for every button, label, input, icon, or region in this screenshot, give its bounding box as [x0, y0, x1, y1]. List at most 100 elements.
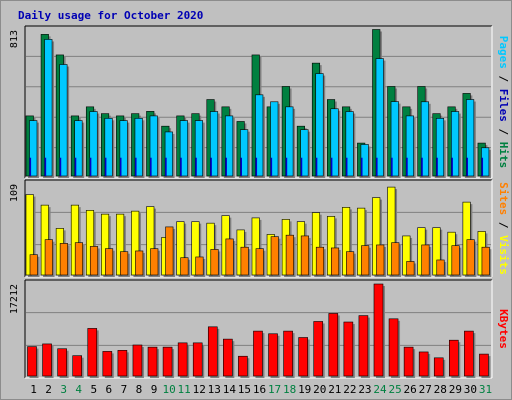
x-tick-label: 29 [449, 383, 462, 396]
kbytes-bar [298, 337, 308, 377]
sites-bar [376, 244, 385, 276]
panel-visits-sites: 109 Sites / Visits [9, 179, 510, 278]
kbytes-bar [418, 351, 429, 377]
pages-bar [481, 157, 484, 176]
files-bar [240, 129, 249, 177]
kbytes-bar [328, 313, 339, 377]
kbytes-bar [253, 330, 263, 377]
kbytes-bar [313, 321, 324, 377]
sites-bar [240, 246, 249, 276]
pages-bar [195, 157, 197, 176]
sites-bar [59, 243, 68, 276]
kbytes-bar [117, 350, 128, 377]
files-bar [59, 64, 68, 177]
x-tick-label: 1 [30, 383, 37, 396]
files-bar [405, 115, 414, 177]
sites-bar [315, 246, 325, 276]
sites-bar [436, 259, 445, 276]
files-bar [119, 120, 128, 177]
sites-bar [74, 242, 83, 276]
pages-bar [285, 157, 288, 176]
files-bar [179, 120, 188, 177]
pages-bar [270, 157, 273, 176]
kbytes-bar [147, 346, 158, 377]
kbytes-bar [72, 355, 82, 377]
kbytes-bar [192, 342, 203, 377]
pages-bar [59, 157, 62, 176]
kbytes-bar [464, 330, 474, 377]
x-tick-label: 8 [136, 383, 143, 396]
pages-bar [466, 157, 468, 176]
panel-hits-files-pages: 813 Pages / Files / Hits [9, 25, 510, 179]
files-bar [420, 101, 429, 177]
panel-kbytes: 17212 KBytes [9, 279, 510, 379]
chart-title: Daily usage for October 2020 [18, 9, 203, 22]
files-bar [104, 118, 113, 177]
pages-bar [165, 157, 167, 176]
y-max-label-kbytes: 17212 [9, 284, 20, 314]
x-tick-label: 5 [90, 383, 97, 396]
sites-bar [300, 235, 309, 276]
pages-bar [134, 157, 137, 176]
kbytes-bar [433, 357, 444, 377]
files-bar [300, 129, 309, 177]
legend-pages-files-hits-part: Files [497, 89, 510, 122]
sites-bar [346, 251, 355, 276]
kbytes-bar [268, 333, 278, 377]
x-tick-label: 28 [434, 383, 447, 396]
pages-bar [74, 157, 77, 176]
legend-sites-visits: Sites / Visits [497, 182, 510, 275]
sites-bar [44, 239, 53, 276]
sites-bar [466, 239, 475, 276]
sites-bar [225, 238, 234, 276]
legend-sites-visits-part: Sites [497, 182, 510, 215]
legend-pages-files-hits: Pages / Files / Hits [497, 36, 510, 169]
sites-bar [89, 246, 99, 276]
pages-bar [29, 157, 32, 176]
sites-bar [270, 236, 279, 276]
pages-bar [240, 157, 243, 176]
legend-kbytes: KBytes [497, 309, 510, 349]
legend-kbytes-part: KBytes [497, 309, 510, 349]
x-tick-label: 17 [268, 383, 281, 396]
kbytes-bar [87, 328, 98, 377]
pages-bar [436, 157, 438, 176]
pages-bar [89, 157, 92, 176]
sites-bar [120, 251, 129, 276]
kbytes-bar [479, 353, 489, 377]
x-tick-label: 13 [208, 383, 221, 396]
sites-bar [330, 247, 340, 276]
files-bar [285, 106, 294, 177]
files-bar [29, 120, 38, 177]
sites-bar [210, 249, 219, 276]
pages-bar [360, 157, 363, 176]
files-bar [390, 101, 399, 177]
y-max-label-hits: 813 [9, 30, 20, 48]
pages-bar [150, 157, 152, 176]
x-tick-label: 20 [313, 383, 326, 396]
files-bar [451, 111, 460, 177]
sites-bar [406, 261, 415, 276]
pages-bar [119, 157, 122, 176]
sites-bar [105, 248, 114, 276]
kbytes-bar [102, 351, 113, 377]
x-tick-label: 24 [373, 383, 387, 396]
pages-bar [345, 157, 348, 176]
sites-bar [481, 246, 490, 276]
sites-bar [29, 254, 38, 276]
kbytes-bar [449, 339, 459, 377]
x-tick-label: 19 [298, 383, 311, 396]
x-tick-label: 4 [75, 383, 82, 396]
sites-bar [180, 257, 189, 276]
pages-bar [391, 157, 393, 176]
sites-bar [361, 245, 370, 276]
kbytes-bar [177, 342, 188, 377]
files-bar [74, 120, 83, 177]
kbytes-bar [358, 315, 369, 377]
kbytes-bar [373, 283, 384, 377]
x-tick-label: 30 [464, 383, 477, 396]
files-bar [255, 94, 264, 177]
files-bar [375, 58, 384, 177]
pages-bar [375, 157, 378, 176]
